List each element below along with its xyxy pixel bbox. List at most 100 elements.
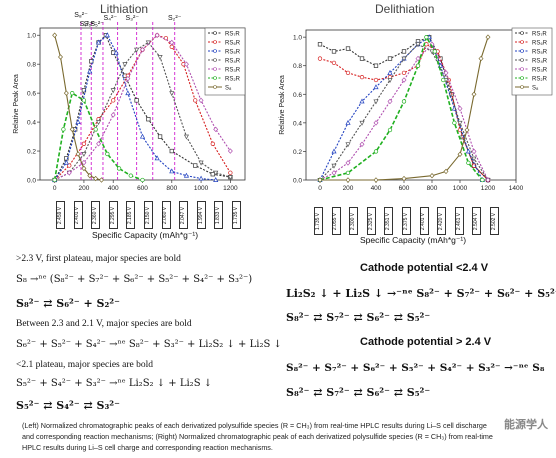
- series-line: [319, 43, 489, 181]
- right-heading-1: Cathode potential <2.4 V: [360, 262, 489, 274]
- left-x-axis-label: Specific Capacity (mAh*g⁻¹): [92, 230, 199, 240]
- voltage-label: 2.185 V: [126, 201, 136, 229]
- voltage-label: 1.735 V: [232, 201, 241, 229]
- voltage-label: 2.401 V: [419, 207, 429, 235]
- legend-marker: [520, 31, 524, 35]
- data-point: [140, 177, 145, 183]
- data-point: [93, 127, 98, 132]
- right-chart-title: Delithiation: [375, 2, 435, 16]
- legend-marker: [213, 67, 217, 71]
- data-point: [485, 34, 491, 40]
- voltage-label: 2.325 V: [366, 207, 376, 235]
- x-tick-label: 400: [371, 185, 382, 192]
- peak-label: S₇²⁻: [80, 21, 93, 28]
- right-eq-4: S₈²⁻ ⇄ S₇²⁻ ⇄ S₆²⁻ ⇄ S₅²⁻: [286, 386, 431, 399]
- data-point: [183, 172, 190, 178]
- peak-label: S₈²⁻: [74, 12, 88, 19]
- data-point: [317, 177, 323, 183]
- data-point: [345, 170, 351, 176]
- data-point: [125, 75, 131, 82]
- data-point: [443, 70, 449, 76]
- voltage-label: 2.504 V: [472, 207, 482, 235]
- left-eq-2: S₈²⁻ ⇄ S₆²⁻ + S₂²⁻: [16, 297, 120, 310]
- data-point: [87, 172, 93, 179]
- data-point: [227, 148, 233, 154]
- data-point: [443, 168, 449, 175]
- data-point: [134, 98, 139, 103]
- left-note-2: Between 2.3 and 2.1 V, major species are…: [16, 319, 192, 329]
- data-point: [227, 175, 233, 181]
- data-point: [415, 55, 421, 62]
- y-tick-label: 0.2: [27, 149, 36, 156]
- legend-label: RS₇R: [532, 32, 547, 38]
- data-point: [471, 148, 477, 155]
- legend-label: RS₅R: [225, 50, 241, 56]
- data-point: [81, 165, 87, 172]
- voltage-label: 2.401 V: [73, 201, 83, 229]
- data-point: [122, 62, 128, 68]
- voltage-label: 2.502 V: [490, 207, 499, 235]
- x-tick-label: 0: [53, 185, 57, 192]
- data-point: [63, 159, 69, 165]
- legend-marker: [520, 85, 524, 89]
- right-heading-2: Cathode potential > 2.4 V: [360, 336, 492, 348]
- data-point: [373, 149, 379, 154]
- data-point: [401, 70, 407, 76]
- data-point: [345, 177, 351, 183]
- y-tick-label: 0.4: [27, 120, 36, 127]
- voltage-label: 1.735 V: [314, 207, 323, 235]
- data-point: [228, 170, 233, 175]
- data-point: [401, 77, 407, 83]
- x-tick-label: 1000: [453, 185, 468, 192]
- data-point: [169, 148, 174, 154]
- data-point: [125, 90, 131, 96]
- data-point: [373, 77, 379, 83]
- voltage-label: 2.360 V: [91, 201, 101, 229]
- legend-marker: [520, 67, 524, 71]
- series-line: [54, 34, 216, 181]
- left-note-3: <2.1 plateau, major species are bold: [16, 360, 153, 370]
- left-note-1: >2.3 V, first plateau, major species are…: [16, 254, 181, 264]
- data-point: [169, 91, 175, 97]
- data-point: [110, 112, 116, 118]
- data-point: [213, 126, 219, 133]
- x-tick-label: 1200: [223, 185, 238, 192]
- left-eq-5: S₅²⁻ ⇄ S₄²⁻ ⇄ S₃²⁻: [16, 399, 120, 412]
- data-point: [359, 141, 365, 148]
- legend-box: [204, 27, 246, 96]
- data-point: [63, 90, 69, 96]
- data-point: [359, 98, 365, 104]
- peak-label: S₂²⁻: [168, 15, 182, 22]
- left-eq-4: S₅²⁻ + S₄²⁻ + S₃²⁻ →ⁿᵉ Li₂S₂ ↓ + Li₂S ↓: [16, 378, 213, 389]
- data-point: [213, 170, 219, 176]
- data-point: [401, 49, 407, 54]
- legend-box: [511, 27, 553, 96]
- data-point: [154, 155, 160, 161]
- data-point: [401, 99, 407, 104]
- data-point: [99, 177, 104, 183]
- data-point: [373, 99, 379, 105]
- peak-label: S₄²⁻: [104, 15, 118, 22]
- legend-marker: [520, 58, 524, 62]
- data-point: [441, 77, 446, 83]
- y-tick-label: 0.8: [27, 62, 36, 69]
- y-tick-label: 1.0: [27, 33, 36, 40]
- series-line: [319, 35, 484, 181]
- voltage-label: 2.060 V: [161, 201, 171, 229]
- legend-marker: [520, 40, 524, 44]
- data-point: [415, 42, 421, 48]
- data-point: [134, 47, 140, 53]
- legend-marker: [213, 40, 217, 44]
- data-point: [471, 91, 477, 98]
- caption-line-1: (Left) Normalized chromatographic peaks …: [22, 421, 487, 430]
- caption-line-3: HPLC results during Li–S cell charge and…: [22, 443, 273, 452]
- data-point: [359, 56, 365, 61]
- x-tick-label: 600: [399, 185, 410, 192]
- y-tick-label: 1.0: [293, 35, 302, 42]
- data-point: [471, 156, 477, 162]
- right-eq-1: Li₂S₂ ↓ + Li₂S ↓ →⁻ⁿᵉ S₈²⁻ + S₇²⁻ + S₆²⁻…: [286, 287, 556, 300]
- data-point: [465, 148, 471, 154]
- x-tick-label: 1400: [509, 185, 524, 192]
- voltage-label: 2.351 V: [384, 207, 394, 235]
- voltage-label: 2.047 V: [179, 201, 189, 229]
